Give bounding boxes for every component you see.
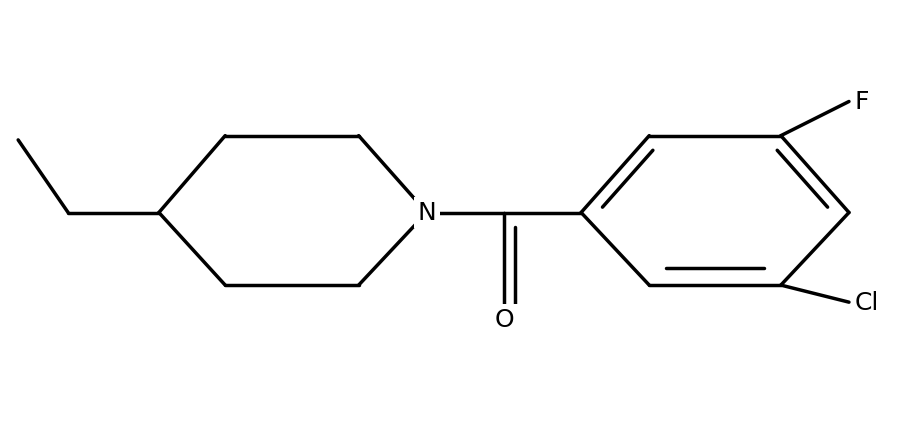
Text: N: N: [418, 201, 436, 225]
Text: O: O: [494, 308, 514, 331]
Text: Cl: Cl: [855, 291, 879, 314]
Text: F: F: [855, 90, 870, 114]
